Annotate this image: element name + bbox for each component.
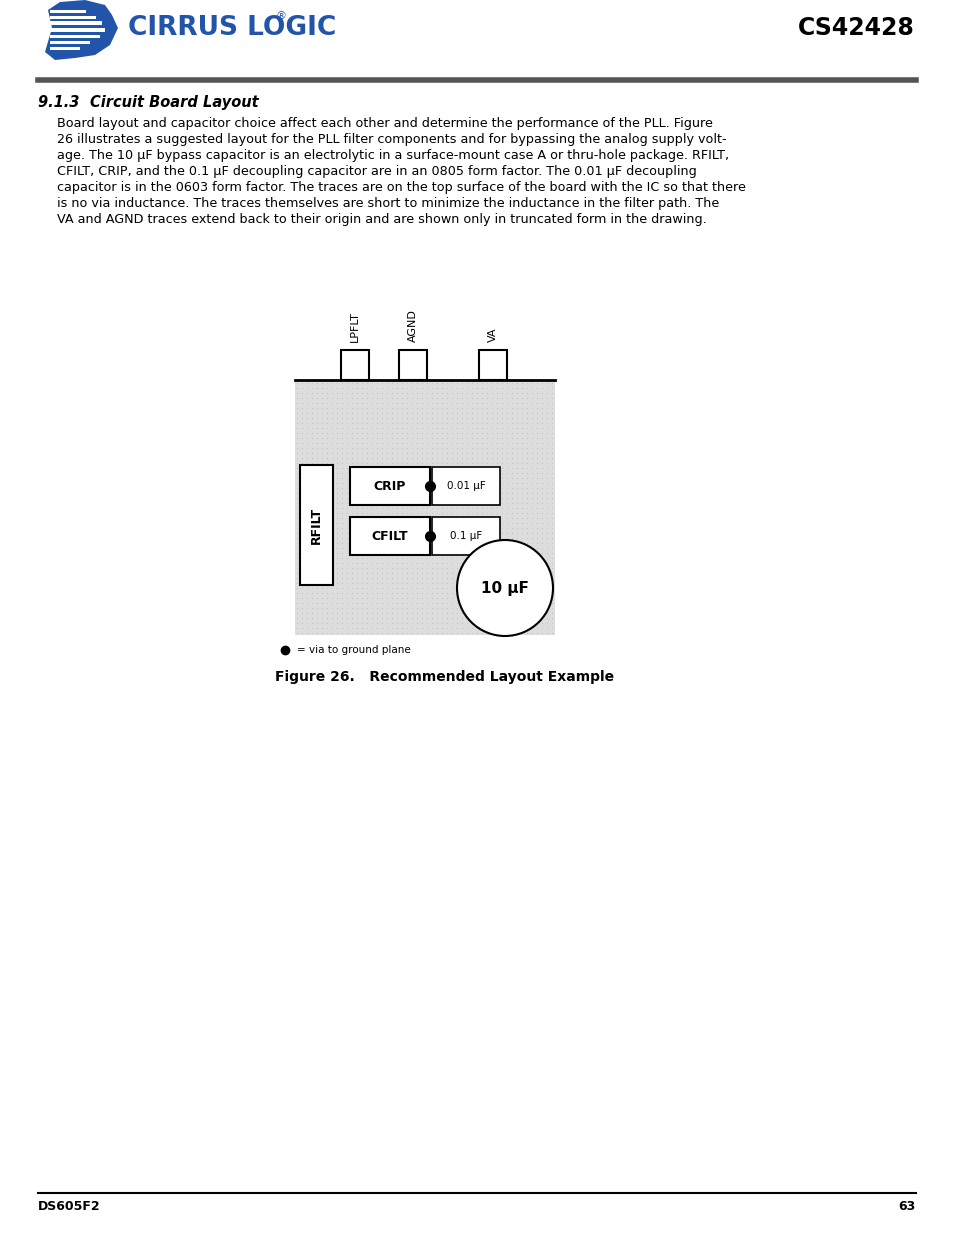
Bar: [50, 16, 96, 19]
Text: 9.1.3: 9.1.3: [38, 95, 100, 110]
Text: CFILT, CRIP, and the 0.1 μF decoupling capacitor are in an 0805 form factor. The: CFILT, CRIP, and the 0.1 μF decoupling c…: [57, 165, 696, 178]
Bar: [50, 41, 90, 44]
Text: capacitor is in the 0603 form factor. The traces are on the top surface of the b: capacitor is in the 0603 form factor. Th…: [57, 182, 745, 194]
Text: Board layout and capacitor choice affect each other and determine the performanc: Board layout and capacitor choice affect…: [57, 117, 712, 130]
Bar: [50, 28, 105, 32]
Bar: [432, 467, 499, 505]
Text: age. The 10 μF bypass capacitor is an electrolytic in a surface-mount case A or : age. The 10 μF bypass capacitor is an el…: [57, 149, 728, 162]
Bar: [432, 517, 499, 555]
Bar: [350, 467, 430, 505]
Text: DS605F2: DS605F2: [38, 1200, 100, 1214]
Text: 0.1 μF: 0.1 μF: [450, 531, 481, 541]
Text: VA and AGND traces extend back to their origin and are shown only in truncated f: VA and AGND traces extend back to their …: [57, 212, 706, 226]
Text: = via to ground plane: = via to ground plane: [296, 645, 411, 655]
Bar: [299, 466, 333, 585]
Bar: [398, 350, 427, 380]
Text: Figure 26.   Recommended Layout Example: Figure 26. Recommended Layout Example: [275, 671, 614, 684]
Text: CS42428: CS42428: [798, 16, 914, 40]
Text: CIRRUS LOGIC: CIRRUS LOGIC: [128, 15, 335, 41]
Text: AGND: AGND: [408, 309, 417, 342]
Bar: [350, 517, 430, 555]
Circle shape: [456, 540, 553, 636]
Text: is no via inductance. The traces themselves are short to minimize the inductance: is no via inductance. The traces themsel…: [57, 198, 719, 210]
Bar: [50, 35, 100, 38]
Text: LPFLT: LPFLT: [350, 311, 359, 342]
Bar: [478, 350, 506, 380]
Text: CRIP: CRIP: [374, 479, 406, 493]
Text: RFILT: RFILT: [310, 506, 323, 543]
Bar: [50, 10, 86, 14]
Text: VA: VA: [488, 327, 497, 342]
Bar: [340, 350, 369, 380]
Bar: [50, 21, 102, 25]
Text: Circuit Board Layout: Circuit Board Layout: [90, 95, 258, 110]
Polygon shape: [45, 0, 118, 61]
Text: 63: 63: [898, 1200, 915, 1214]
Bar: [294, 380, 555, 635]
Text: CFILT: CFILT: [372, 530, 408, 542]
Text: 10 μF: 10 μF: [480, 580, 528, 595]
Text: 26 illustrates a suggested layout for the PLL filter components and for bypassin: 26 illustrates a suggested layout for th…: [57, 133, 726, 146]
Text: ®: ®: [275, 11, 287, 21]
Bar: [50, 47, 80, 49]
Text: 0.01 μF: 0.01 μF: [446, 480, 485, 492]
